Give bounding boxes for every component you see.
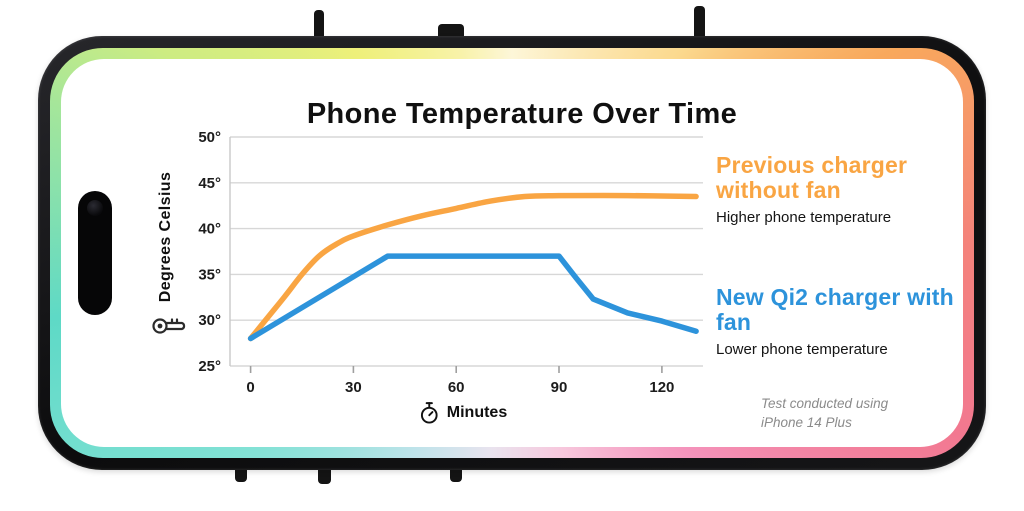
- chart-title: Phone Temperature Over Time: [306, 98, 738, 131]
- legend-previous-charger: Previous charger without fan Higher phon…: [716, 152, 956, 226]
- legend-qi2-charger-sublabel: Lower phone temperature: [716, 340, 888, 358]
- thermometer-icon: [152, 318, 186, 334]
- x-tick-label: 120: [649, 379, 674, 396]
- test-footnote-line1: Test conducted using: [761, 396, 889, 411]
- x-tick-label: 60: [448, 379, 465, 396]
- legend-previous-charger-sublabel: Higher phone temperature: [716, 208, 892, 226]
- x-axis-label-group: Minutes: [419, 401, 507, 425]
- phone-mockup: Phone Temperature Over Time Degrees Cels…: [38, 6, 986, 484]
- test-footnote: Test conducted using iPhone 14 Plus: [761, 395, 951, 433]
- y-tick-label: 35°: [198, 266, 221, 283]
- legend-qi2-charger: New Qi2 charger with fan Lower phone tem…: [716, 284, 956, 358]
- y-tick-label: 25°: [198, 358, 221, 375]
- front-camera: [87, 200, 103, 216]
- phone-bezel: Phone Temperature Over Time Degrees Cels…: [38, 36, 986, 470]
- dynamic-island: [78, 191, 112, 315]
- series-line-new-qi2-charger-with-fan: [247, 253, 699, 342]
- y-tick-label: 50°: [198, 129, 221, 146]
- y-tick-label: 40°: [198, 221, 221, 238]
- action-button: [314, 10, 324, 40]
- y-tick-label: 30°: [198, 312, 221, 329]
- speaker-grille: [235, 466, 247, 482]
- x-tick-label: 0: [246, 379, 254, 396]
- power-button: [694, 6, 705, 40]
- temperature-chart: Degrees Celsius 25° 30° 35° 40° 45° 50° 0 30 60 9…: [152, 129, 703, 396]
- x-tick-label: 30: [345, 379, 362, 396]
- y-axis-label: Degrees Celsius: [157, 172, 174, 303]
- x-axis-label: Minutes: [446, 404, 508, 421]
- y-tick-label: 45°: [198, 175, 221, 192]
- legend-previous-charger-label: Previous charger without fan: [716, 152, 908, 204]
- x-tick-label: 90: [551, 379, 568, 396]
- test-footnote-line2: iPhone 14 Plus: [761, 414, 852, 430]
- rainbow-border: Phone Temperature Over Time Degrees Cels…: [50, 48, 974, 458]
- legend-qi2-charger-label: New Qi2 charger with fan: [716, 284, 954, 336]
- series-line-previous-charger-without-fan: [247, 192, 699, 342]
- charging-port: [318, 466, 331, 484]
- stopwatch-icon: [420, 402, 438, 424]
- microphone-port: [450, 466, 462, 482]
- phone-screen: Phone Temperature Over Time Degrees Cels…: [61, 59, 963, 447]
